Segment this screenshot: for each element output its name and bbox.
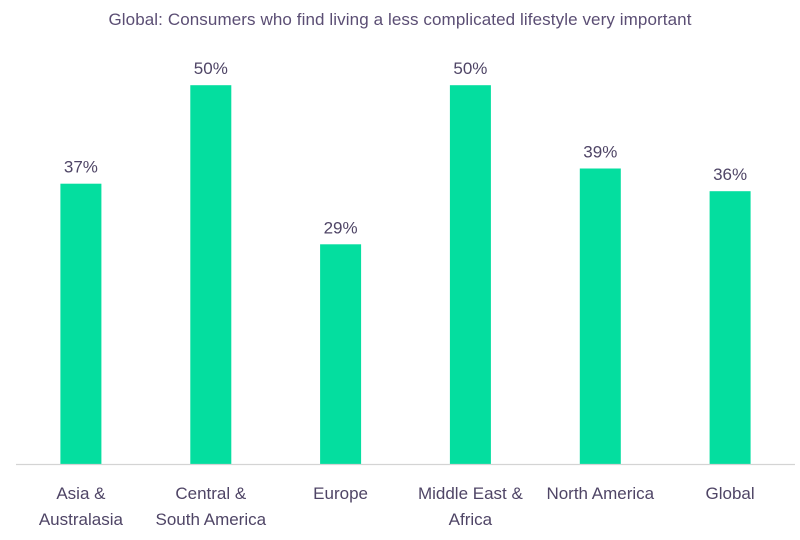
- category-label-line: Central &: [175, 484, 247, 503]
- value-label-1: 50%: [194, 59, 228, 78]
- category-label-2: Europe: [313, 484, 368, 503]
- category-label-line: South America: [156, 510, 267, 529]
- category-label-line: Middle East &: [418, 484, 524, 503]
- category-label-0: Asia & Australasia: [39, 484, 124, 529]
- category-label-line: Australasia: [39, 510, 124, 529]
- bar-4: [579, 168, 621, 464]
- category-label-line: North America: [546, 484, 654, 503]
- category-label-line: Africa: [449, 510, 493, 529]
- bar-5: [709, 191, 751, 464]
- chart-title: Global: Consumers who find living a less…: [108, 10, 692, 29]
- category-label-4: North America: [546, 484, 654, 503]
- value-labels-group: 37% 50% 29% 50% 39% 36%: [64, 59, 747, 237]
- value-label-3: 50%: [453, 59, 487, 78]
- bar-2: [320, 244, 362, 464]
- value-label-0: 37%: [64, 158, 98, 177]
- category-labels-group: Asia & Australasia Central & South America E…: [39, 484, 755, 529]
- value-label-2: 29%: [324, 218, 358, 237]
- value-label-4: 39%: [583, 143, 617, 162]
- bar-1: [190, 85, 232, 464]
- category-label-line: Global: [706, 484, 755, 503]
- bars-group: [60, 85, 751, 464]
- category-label-1: Central & South America: [156, 484, 267, 529]
- bar-3: [449, 85, 491, 464]
- category-label-line: Asia &: [56, 484, 106, 503]
- category-label-line: Europe: [313, 484, 368, 503]
- value-label-5: 36%: [713, 165, 747, 184]
- category-label-3: Middle East & Africa: [418, 484, 524, 529]
- category-label-5: Global: [706, 484, 755, 503]
- bar-0: [60, 183, 102, 464]
